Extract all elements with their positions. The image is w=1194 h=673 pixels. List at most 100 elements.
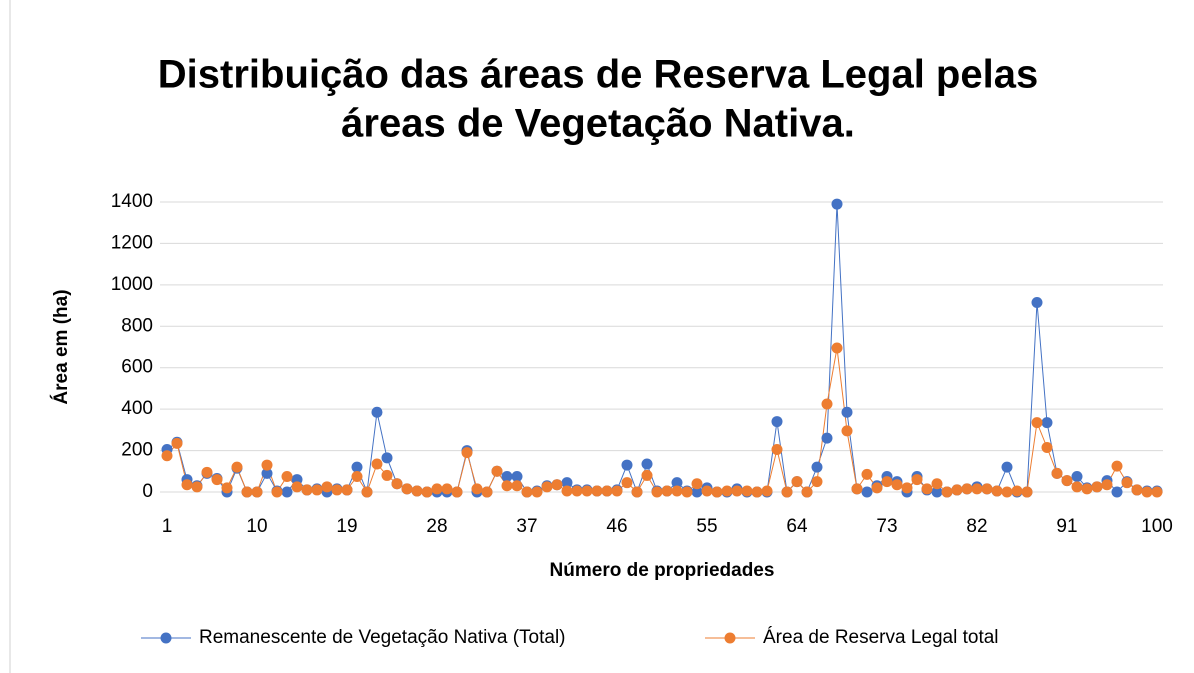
y-tick-label: 1400: [111, 191, 153, 212]
data-point: [971, 483, 983, 495]
data-point: [931, 486, 943, 498]
data-point: [1021, 486, 1033, 498]
data-point: [751, 486, 763, 498]
data-point: [1111, 460, 1123, 472]
data-point: [1051, 467, 1063, 479]
data-point: [651, 486, 663, 498]
data-point: [861, 486, 873, 498]
data-point: [451, 486, 463, 498]
data-point: [1081, 483, 1093, 495]
data-point: [641, 458, 653, 470]
y-tick-label: 600: [121, 357, 153, 378]
data-point: [501, 470, 513, 482]
data-point: [1031, 296, 1043, 308]
data-point: [811, 476, 823, 488]
data-point: [761, 485, 773, 497]
data-point: [481, 486, 493, 498]
y-tick-label: 0: [142, 481, 153, 502]
data-point: [921, 483, 933, 495]
data-point: [341, 484, 353, 496]
data-point: [821, 432, 833, 444]
data-point: [351, 461, 363, 473]
data-point: [1151, 486, 1163, 498]
data-point: [931, 478, 943, 490]
data-point: [1111, 486, 1123, 498]
data-point: [1121, 477, 1133, 489]
data-point: [321, 481, 333, 493]
data-point: [261, 459, 273, 471]
data-point: [771, 416, 783, 428]
data-point: [241, 486, 253, 498]
data-point: [371, 406, 383, 418]
data-point: [281, 470, 293, 482]
data-point: [331, 484, 343, 496]
data-point: [961, 483, 973, 495]
data-point: [461, 447, 473, 459]
x-tick-label: 28: [426, 516, 447, 537]
data-point: [891, 479, 903, 491]
data-point: [841, 425, 853, 437]
data-point: [1011, 485, 1023, 497]
data-point: [421, 486, 433, 498]
data-point: [251, 486, 263, 498]
x-tick-label: 19: [336, 516, 357, 537]
data-point: [231, 461, 243, 473]
data-point: [721, 485, 733, 497]
data-point: [871, 482, 883, 494]
data-point: [941, 486, 953, 498]
x-tick-label: 64: [786, 516, 808, 537]
data-point: [581, 485, 593, 497]
data-point: [951, 484, 963, 496]
data-point: [511, 470, 523, 482]
data-point: [311, 484, 323, 496]
data-point: [351, 470, 363, 482]
data-point: [531, 486, 543, 498]
data-point: [431, 483, 443, 495]
data-point: [591, 485, 603, 497]
data-point: [401, 483, 413, 495]
data-point: [1141, 486, 1153, 498]
x-tick-label: 100: [1141, 516, 1173, 537]
data-point: [641, 469, 653, 481]
data-point: [171, 437, 183, 449]
data-point: [301, 484, 313, 496]
x-axis-title: Número de propriedades: [550, 560, 775, 581]
x-tick-label: 10: [246, 516, 267, 537]
data-point: [861, 468, 873, 480]
x-tick-label: 82: [966, 516, 987, 537]
chart-title: Distribuição das áreas de Reserva Legal …: [158, 53, 1038, 97]
data-point: [821, 398, 833, 410]
chart-title: áreas de Vegetação Nativa.: [341, 102, 855, 146]
data-point: [601, 485, 613, 497]
y-tick-label: 200: [121, 440, 153, 461]
data-point: [841, 406, 853, 418]
data-point: [621, 459, 633, 471]
data-point: [771, 444, 783, 456]
data-point: [1101, 479, 1113, 491]
data-point: [381, 469, 393, 481]
data-point: [571, 485, 583, 497]
data-point: [741, 485, 753, 497]
x-tick-label: 73: [876, 516, 897, 537]
data-point: [631, 486, 643, 498]
data-point: [221, 482, 233, 494]
data-point: [181, 479, 193, 491]
data-point: [551, 479, 563, 491]
data-point: [671, 477, 683, 489]
legend-marker: [724, 632, 736, 644]
data-point: [991, 485, 1003, 497]
data-point: [271, 486, 283, 498]
data-point: [1001, 461, 1013, 473]
data-point: [691, 486, 703, 498]
y-tick-label: 1200: [111, 232, 153, 253]
data-point: [371, 458, 383, 470]
data-point: [781, 486, 793, 498]
data-point: [1091, 481, 1103, 493]
data-point: [281, 486, 293, 498]
data-point: [541, 481, 553, 493]
data-point: [671, 485, 683, 497]
data-point: [561, 477, 573, 489]
data-point: [911, 474, 923, 486]
